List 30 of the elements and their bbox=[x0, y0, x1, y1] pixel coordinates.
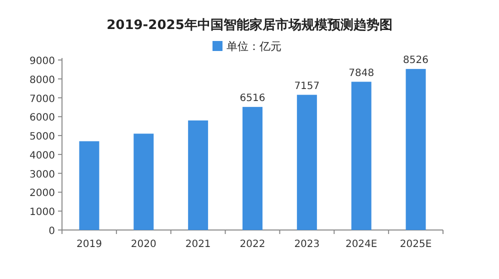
x-tick-label: 2024E bbox=[345, 239, 378, 250]
x-tick-label: 2019 bbox=[76, 239, 102, 250]
y-tick-label: 1000 bbox=[30, 207, 55, 218]
data-label: 8526 bbox=[403, 54, 429, 66]
y-tick-label: 3000 bbox=[30, 169, 55, 180]
data-label: 7848 bbox=[348, 68, 374, 79]
y-tick-label: 6000 bbox=[30, 112, 55, 124]
y-tick-label: 8000 bbox=[30, 74, 55, 86]
y-tick-label: 7000 bbox=[30, 94, 55, 105]
bar bbox=[406, 68, 426, 230]
y-tick-label: 0 bbox=[48, 226, 55, 237]
x-tick-label: 2022 bbox=[240, 239, 266, 250]
bar bbox=[296, 94, 317, 230]
x-tick-label: 2025E bbox=[400, 239, 432, 250]
y-tick-label: 2000 bbox=[30, 188, 55, 200]
y-tick-label: 9000 bbox=[30, 56, 55, 67]
bar bbox=[351, 82, 372, 230]
bar bbox=[79, 141, 100, 230]
data-label: 7157 bbox=[294, 80, 320, 92]
y-tick-label: 4000 bbox=[30, 150, 55, 162]
bar bbox=[134, 134, 154, 230]
x-tick-label: 2020 bbox=[130, 239, 156, 250]
chart-title: 2019-2025年中国智能家居市场规模预测趋势图 bbox=[106, 17, 392, 33]
x-tick-label: 2023 bbox=[294, 239, 320, 250]
x-tick-label: 2021 bbox=[185, 239, 211, 250]
data-label: 6516 bbox=[240, 92, 266, 104]
legend-label: 单位：亿元 bbox=[226, 40, 282, 53]
bar bbox=[242, 106, 262, 230]
bar bbox=[188, 120, 208, 230]
y-tick-label: 5000 bbox=[30, 132, 55, 143]
